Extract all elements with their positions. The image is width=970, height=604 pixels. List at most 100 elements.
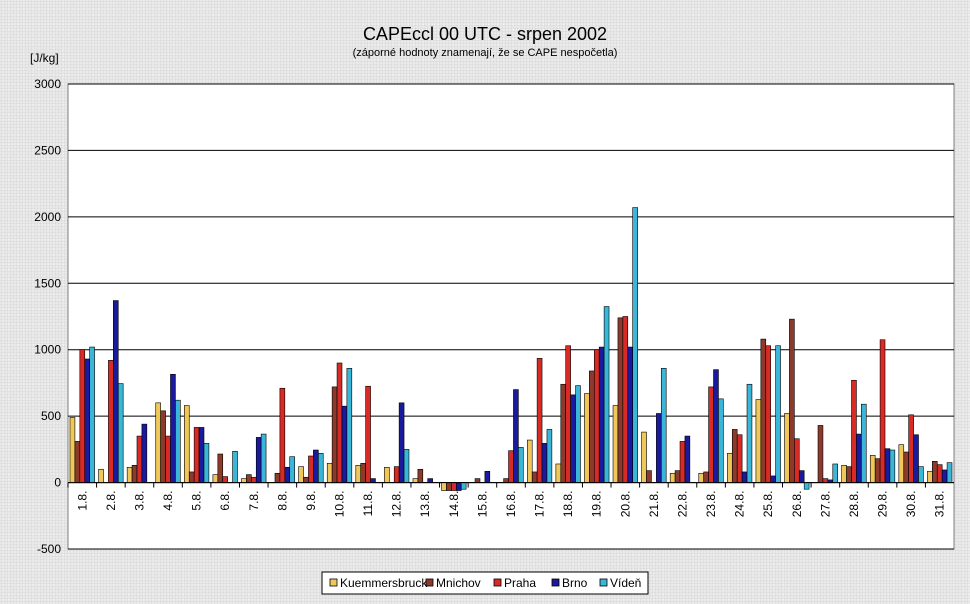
bar xyxy=(546,429,553,483)
x-tick-label: 8.8. xyxy=(275,491,289,511)
y-axis-label: [J/kg] xyxy=(30,51,59,65)
bar xyxy=(518,447,524,483)
bar xyxy=(508,450,514,483)
bar xyxy=(131,464,138,483)
bar xyxy=(126,466,133,483)
bar xyxy=(627,346,633,483)
x-tick-label: 26.8. xyxy=(790,491,804,518)
bar xyxy=(212,474,219,483)
bar xyxy=(117,383,124,483)
x-tick-label: 29.8. xyxy=(876,491,890,518)
bar xyxy=(384,466,390,483)
bar xyxy=(460,482,467,490)
y-tick-label: 1000 xyxy=(34,343,61,357)
bar xyxy=(817,425,824,483)
x-tick-label: 5.8. xyxy=(190,491,204,511)
bar xyxy=(584,393,590,483)
bar xyxy=(741,471,748,483)
bar xyxy=(427,478,433,483)
x-tick-label: 2.8. xyxy=(104,491,118,511)
bar xyxy=(622,316,629,483)
bar xyxy=(760,338,767,483)
bar xyxy=(193,427,200,483)
bar xyxy=(313,449,319,483)
bar xyxy=(884,448,891,483)
bar xyxy=(903,451,909,483)
bar xyxy=(913,434,919,483)
bar xyxy=(136,435,143,483)
bar xyxy=(669,472,676,483)
legend-swatch xyxy=(551,578,560,587)
legend: Kuemmersbruck Mnichov Praha Brno Vídeň xyxy=(321,571,649,595)
x-tick-label: 27.8. xyxy=(818,491,832,518)
bar xyxy=(603,306,610,483)
x-tick-label: 20.8. xyxy=(618,491,632,518)
bar xyxy=(646,470,652,483)
bar xyxy=(841,464,847,483)
legend-swatch xyxy=(425,578,434,587)
x-tick-label: 9.8. xyxy=(304,491,318,511)
bar xyxy=(874,458,881,483)
bar xyxy=(246,474,252,483)
legend-label: Kuemmersbruck xyxy=(340,576,428,590)
bar xyxy=(565,345,571,483)
bar xyxy=(370,478,376,483)
bar xyxy=(765,345,771,483)
legend-label: Brno xyxy=(562,576,588,590)
y-tick-label: 0 xyxy=(54,476,61,490)
bar xyxy=(308,455,314,483)
bar xyxy=(660,368,667,483)
bar xyxy=(541,443,548,483)
bar xyxy=(398,402,405,483)
legend-swatch xyxy=(599,578,608,587)
bar xyxy=(331,386,338,483)
x-tick-label: 21.8. xyxy=(647,491,661,518)
legend-swatch xyxy=(493,578,502,587)
axes: -500 0 500 1000 1500 2000 2500 3000 1.8. 2.8. 3.8.… xyxy=(34,77,954,556)
x-tick-label: 6.8. xyxy=(218,491,232,511)
bar xyxy=(656,413,662,483)
bar xyxy=(918,466,924,483)
bar xyxy=(736,434,743,483)
bar xyxy=(446,482,452,491)
bar xyxy=(251,476,257,483)
bar xyxy=(341,405,348,483)
bar xyxy=(365,385,371,483)
x-tick-label: 17.8. xyxy=(533,491,547,518)
bar xyxy=(746,383,753,483)
bar xyxy=(526,439,533,483)
x-tick-label: 18.8. xyxy=(561,491,575,518)
bar xyxy=(412,478,419,483)
x-tick-label: 23.8. xyxy=(704,491,718,518)
bar xyxy=(98,468,104,483)
bar xyxy=(298,466,304,483)
bar xyxy=(336,362,343,483)
bar xyxy=(698,472,704,483)
bar xyxy=(703,471,709,483)
chart-subtitle: (záporné hodnoty znamenají, že se CAPE n… xyxy=(353,47,618,59)
bar xyxy=(898,444,905,483)
x-tick-label: 13.8. xyxy=(418,491,432,518)
bar xyxy=(570,394,576,483)
x-tick-label: 14.8. xyxy=(447,491,461,518)
bar xyxy=(617,317,624,483)
y-tick-label: -500 xyxy=(37,542,61,556)
bar xyxy=(803,482,810,490)
bar xyxy=(441,482,447,491)
bar xyxy=(170,373,176,483)
bar xyxy=(731,429,738,483)
bar xyxy=(908,414,914,483)
bar xyxy=(789,318,795,483)
bar xyxy=(360,463,366,483)
x-tick-label: 1.8. xyxy=(75,491,89,511)
bar xyxy=(160,410,166,483)
bar xyxy=(455,482,462,491)
bar xyxy=(318,453,324,483)
bar xyxy=(861,403,867,483)
bar xyxy=(198,427,205,483)
x-tick-label: 4.8. xyxy=(161,491,175,511)
x-tick-label: 30.8. xyxy=(904,491,918,518)
bar xyxy=(222,476,228,483)
y-tick-label: 1500 xyxy=(34,276,61,290)
x-tick-label: 28.8. xyxy=(847,491,861,518)
